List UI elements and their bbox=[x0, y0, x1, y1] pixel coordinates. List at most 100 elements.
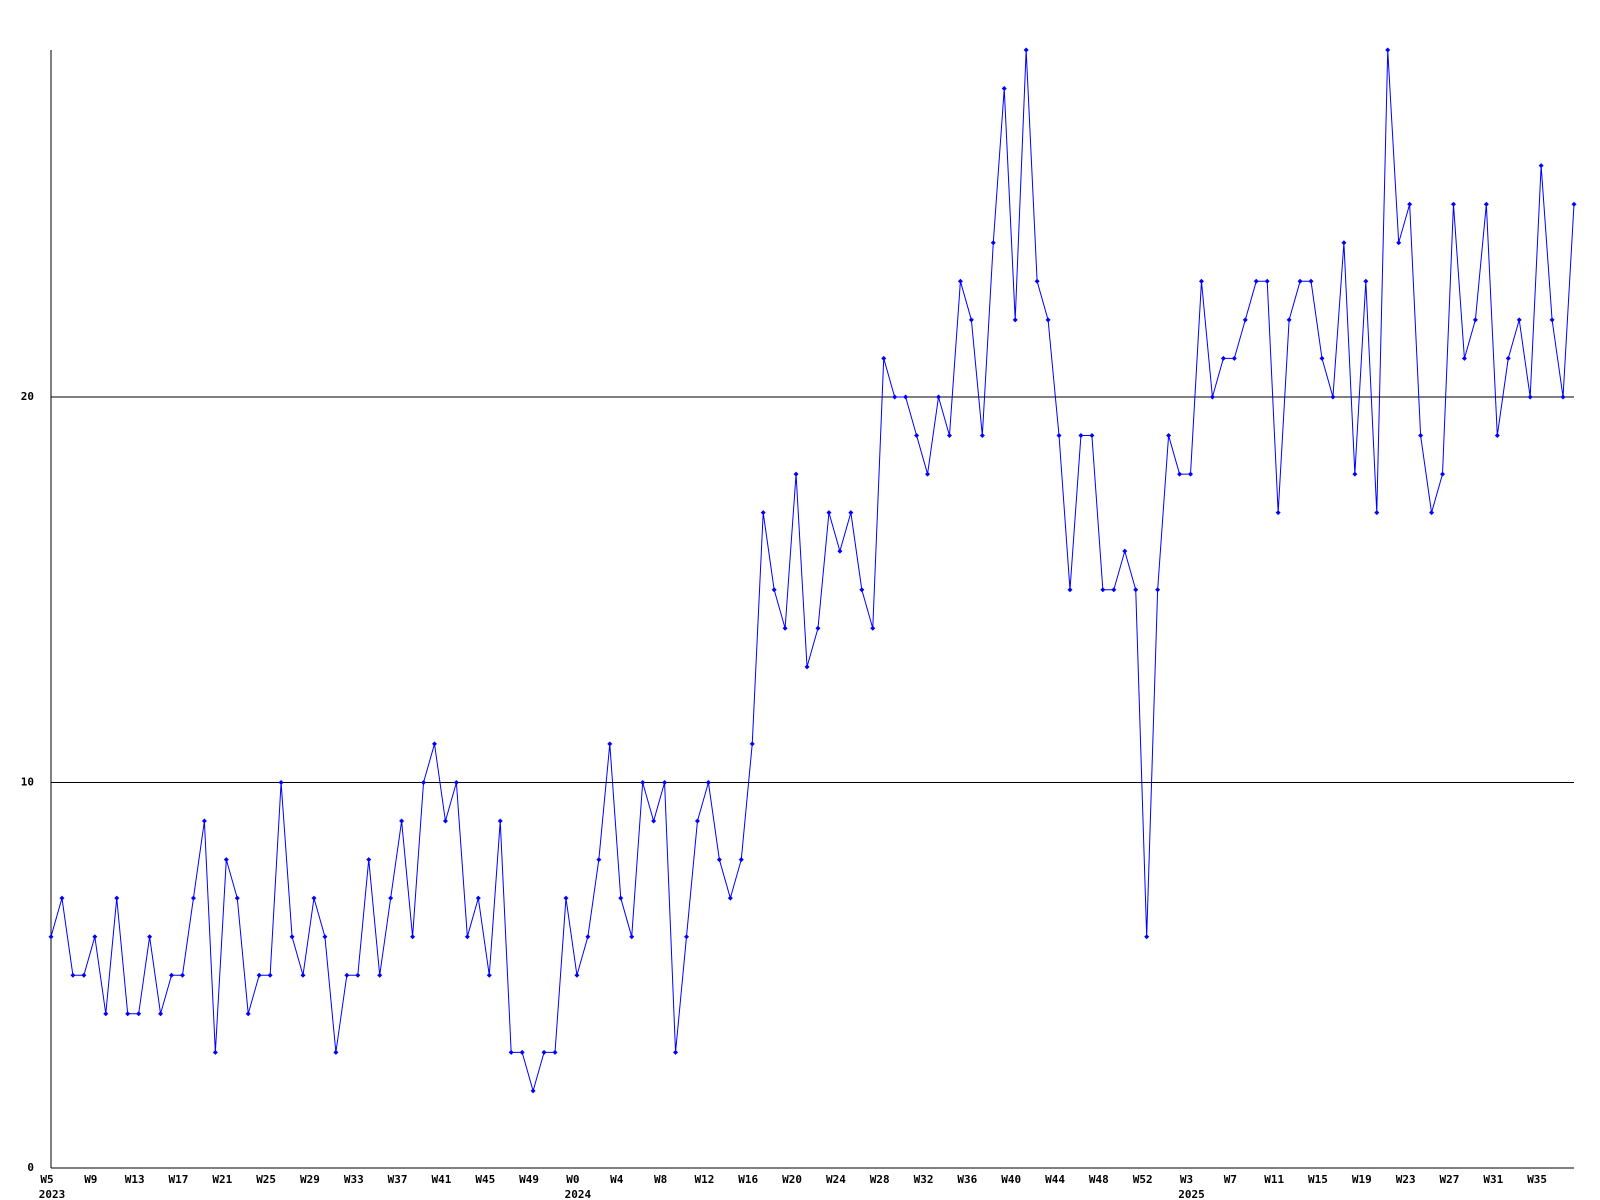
x-tick-label: W32 bbox=[914, 1173, 934, 1186]
data-point bbox=[1045, 317, 1051, 323]
data-point bbox=[826, 510, 832, 516]
data-point bbox=[1308, 278, 1314, 284]
data-point bbox=[1253, 278, 1259, 284]
data-point bbox=[1264, 278, 1270, 284]
data-point bbox=[530, 1088, 536, 1094]
data-point bbox=[1177, 471, 1183, 477]
data-point bbox=[848, 510, 854, 516]
x-tick-label: W41 bbox=[432, 1173, 452, 1186]
y-tick-label: 0 bbox=[27, 1161, 34, 1174]
data-point bbox=[190, 895, 196, 901]
data-point bbox=[1352, 471, 1358, 477]
data-point bbox=[662, 779, 668, 785]
x-tick-label: W15 bbox=[1308, 1173, 1328, 1186]
data-point bbox=[1396, 240, 1402, 246]
data-point bbox=[979, 433, 985, 439]
data-point bbox=[1220, 355, 1226, 361]
data-point bbox=[1209, 394, 1215, 400]
x-tick-label: W17 bbox=[169, 1173, 189, 1186]
x-tick-label: W19 bbox=[1352, 1173, 1372, 1186]
data-point bbox=[1549, 317, 1555, 323]
data-point bbox=[946, 433, 952, 439]
x-tick-label: W11 bbox=[1264, 1173, 1284, 1186]
data-point bbox=[1133, 587, 1139, 593]
data-point bbox=[596, 857, 602, 863]
data-point bbox=[727, 895, 733, 901]
data-point bbox=[673, 1049, 679, 1055]
data-point bbox=[629, 934, 635, 940]
data-line bbox=[50, 49, 1575, 1093]
x-tick-label: W3 bbox=[1180, 1173, 1193, 1186]
x-tick-label: W48 bbox=[1089, 1173, 1109, 1186]
data-point bbox=[1067, 587, 1073, 593]
data-point bbox=[234, 895, 240, 901]
data-point bbox=[1242, 317, 1248, 323]
y-tick-label: 20 bbox=[21, 390, 34, 403]
x-tick-label: W13 bbox=[125, 1173, 145, 1186]
data-point bbox=[1089, 433, 1095, 439]
data-point bbox=[81, 972, 87, 978]
data-point bbox=[453, 779, 459, 785]
x-tick-label: W24 bbox=[826, 1173, 846, 1186]
data-point bbox=[508, 1049, 514, 1055]
data-point bbox=[114, 895, 120, 901]
data-point bbox=[1188, 471, 1194, 477]
data-point bbox=[1034, 278, 1040, 284]
x-tick-label: W40 bbox=[1001, 1173, 1021, 1186]
data-point bbox=[716, 857, 722, 863]
x-tick-label: W36 bbox=[957, 1173, 977, 1186]
data-point bbox=[1319, 355, 1325, 361]
data-point bbox=[990, 240, 996, 246]
x-tick-label: W27 bbox=[1440, 1173, 1460, 1186]
x-year-label: 2024 bbox=[565, 1188, 592, 1200]
x-tick-label: W31 bbox=[1483, 1173, 1503, 1186]
data-point bbox=[1571, 201, 1577, 207]
data-point bbox=[399, 818, 405, 824]
x-tick-label: W25 bbox=[256, 1173, 276, 1186]
x-tick-label: W44 bbox=[1045, 1173, 1065, 1186]
data-point bbox=[1527, 394, 1533, 400]
data-point bbox=[289, 934, 295, 940]
data-point bbox=[322, 934, 328, 940]
data-point bbox=[1385, 47, 1391, 53]
data-point bbox=[158, 1011, 164, 1017]
data-point bbox=[147, 934, 153, 940]
data-point bbox=[1516, 317, 1522, 323]
data-point bbox=[563, 895, 569, 901]
data-point bbox=[103, 1011, 109, 1017]
data-point bbox=[925, 471, 931, 477]
data-point bbox=[694, 818, 700, 824]
x-tick-label: W7 bbox=[1224, 1173, 1237, 1186]
x-tick-label: W49 bbox=[519, 1173, 539, 1186]
x-year-label: 2023 bbox=[39, 1188, 66, 1200]
data-point bbox=[245, 1011, 251, 1017]
data-point bbox=[1560, 394, 1566, 400]
x-year-label: 2025 bbox=[1178, 1188, 1205, 1200]
data-point bbox=[1494, 433, 1500, 439]
data-point bbox=[1155, 587, 1161, 593]
data-point bbox=[1144, 934, 1150, 940]
data-point bbox=[1374, 510, 1380, 516]
data-point bbox=[771, 587, 777, 593]
x-tick-label: W4 bbox=[610, 1173, 624, 1186]
data-point bbox=[574, 972, 580, 978]
data-point bbox=[1231, 355, 1237, 361]
data-point bbox=[1440, 471, 1446, 477]
data-point bbox=[1407, 201, 1413, 207]
data-point bbox=[59, 895, 65, 901]
data-point bbox=[1078, 433, 1084, 439]
data-point bbox=[1341, 240, 1347, 246]
x-tick-label: W29 bbox=[300, 1173, 320, 1186]
data-point bbox=[497, 818, 503, 824]
data-point bbox=[442, 818, 448, 824]
data-point bbox=[936, 394, 942, 400]
data-point bbox=[223, 857, 229, 863]
data-point bbox=[683, 934, 689, 940]
data-point bbox=[892, 394, 898, 400]
data-point bbox=[1122, 548, 1128, 554]
x-tick-label: W28 bbox=[870, 1173, 890, 1186]
data-point bbox=[179, 972, 185, 978]
data-point bbox=[201, 818, 207, 824]
data-point bbox=[1330, 394, 1336, 400]
data-point bbox=[1538, 163, 1544, 169]
